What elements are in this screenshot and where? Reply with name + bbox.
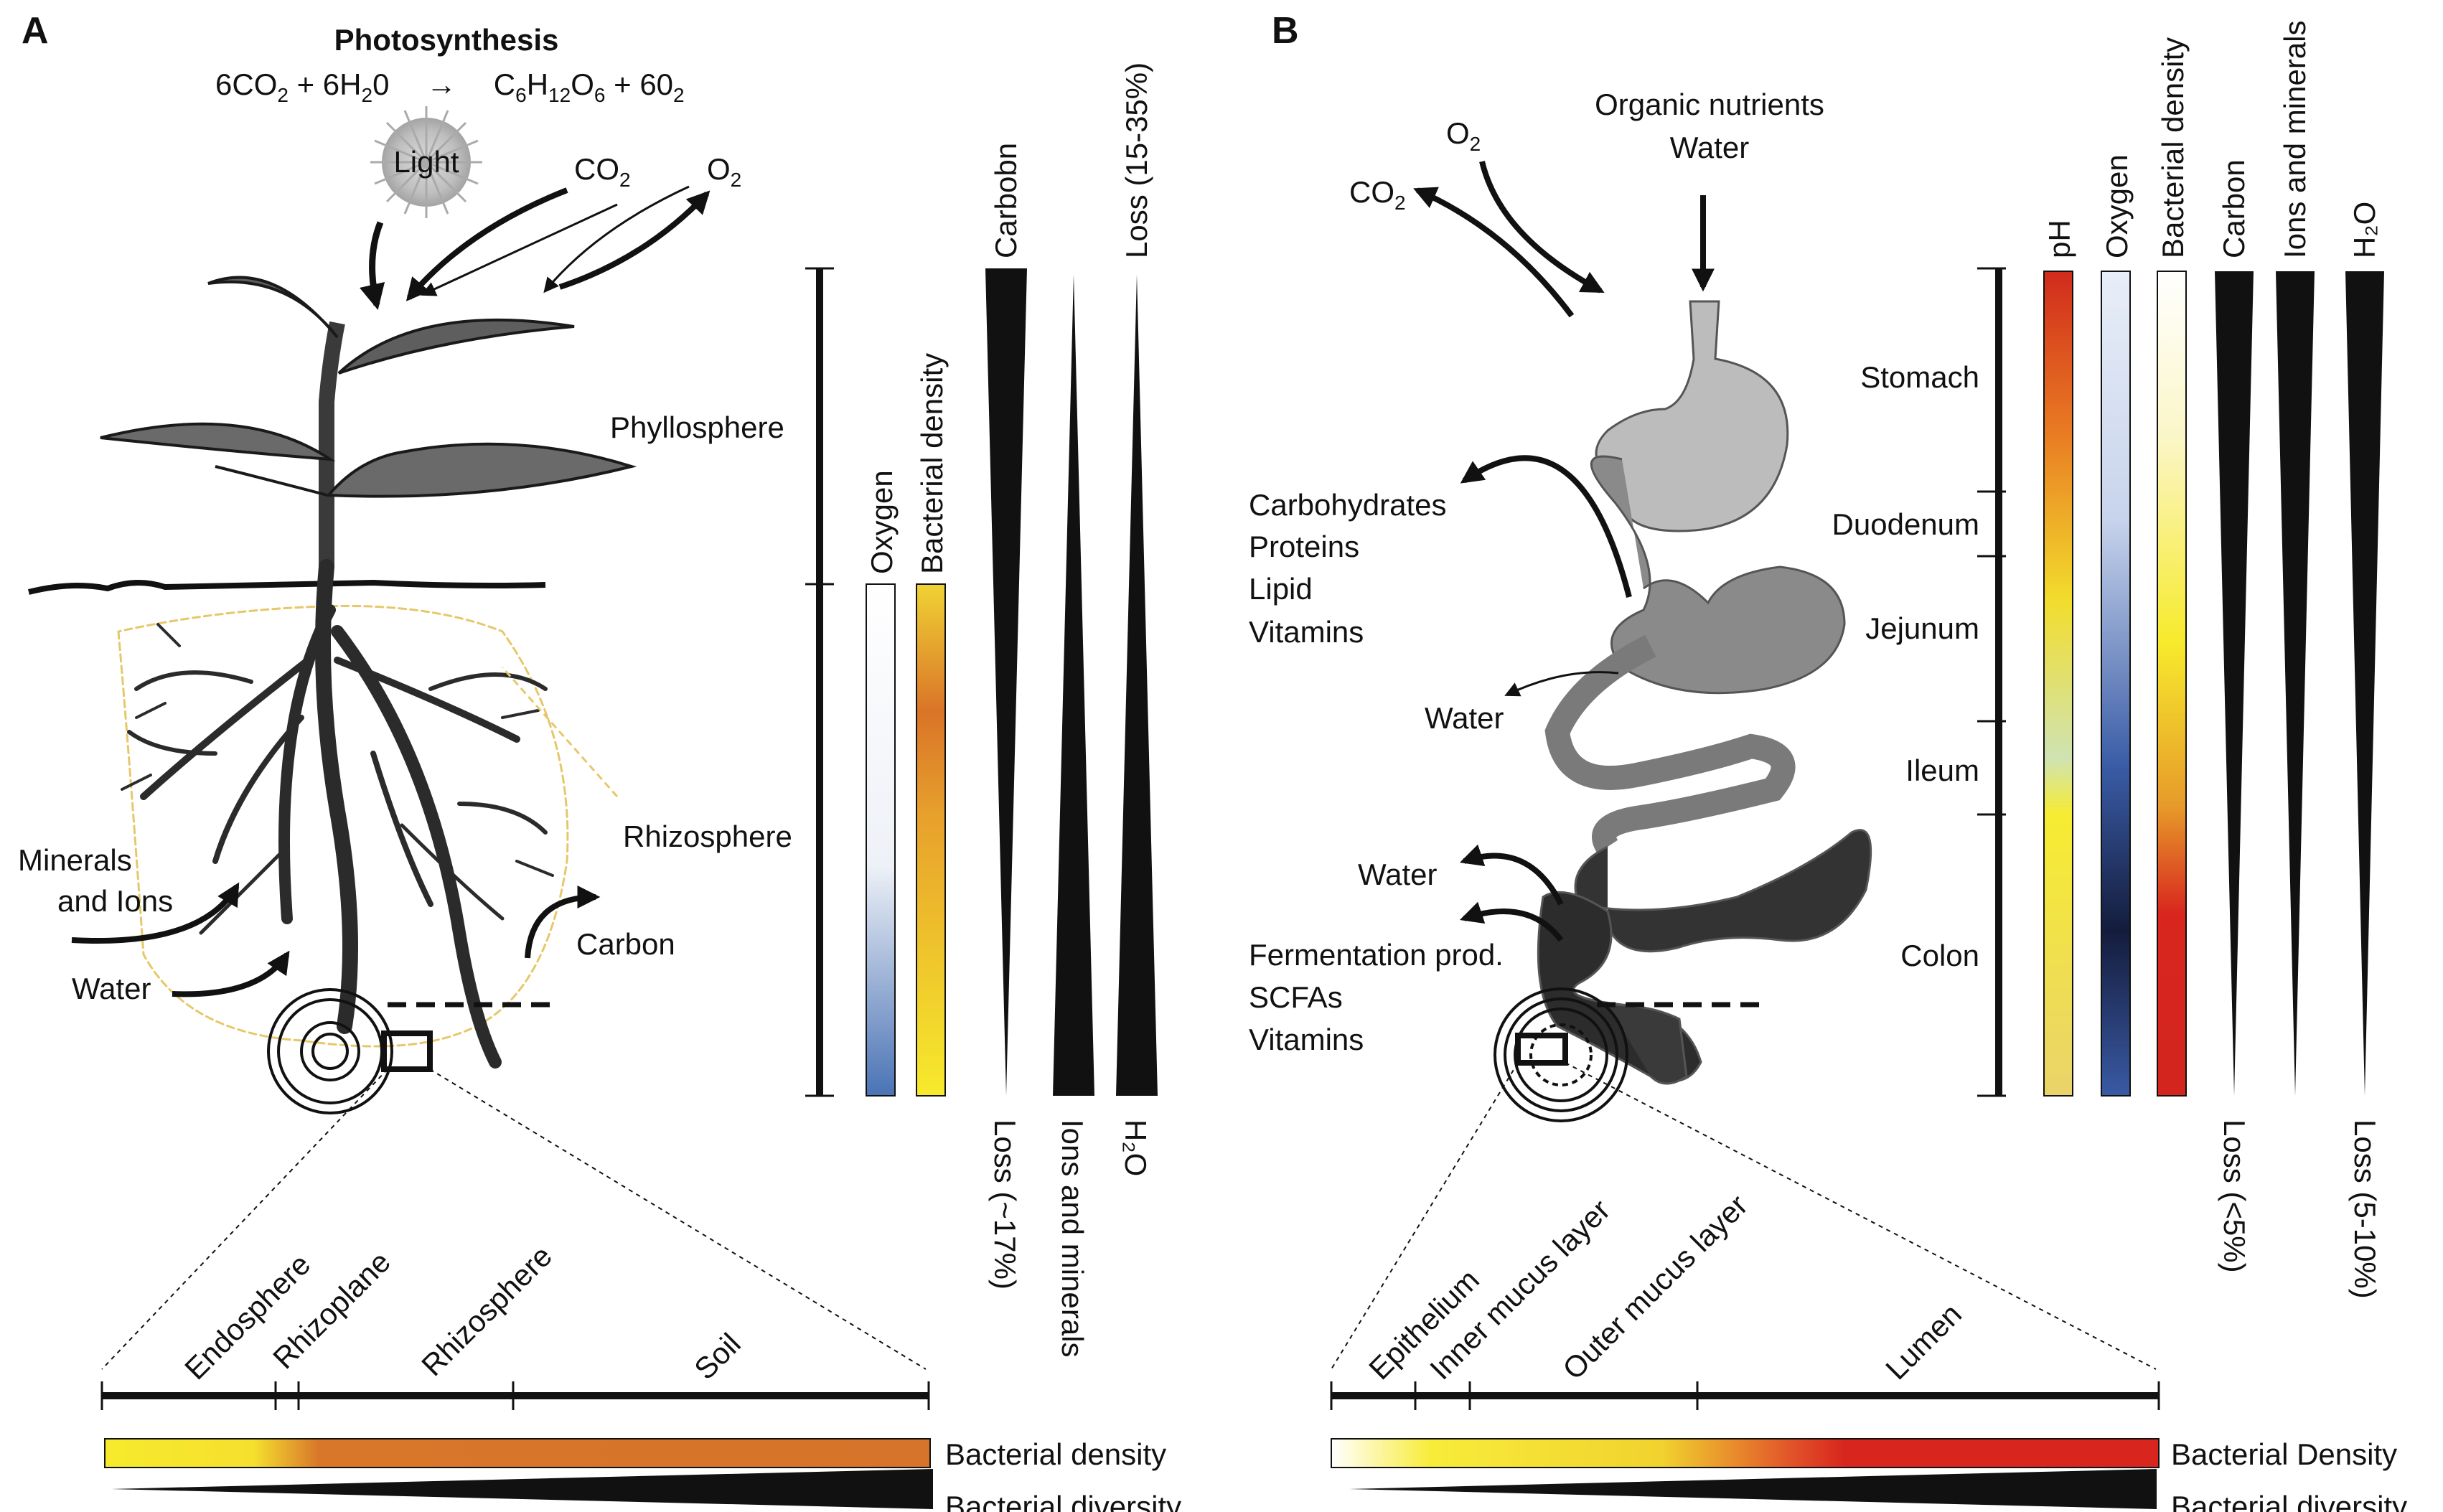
gut-carbon-wedge: [2215, 271, 2254, 1096]
gi-segment-bar: [1977, 267, 2006, 1097]
fermentation-label: Fermentation prod.: [1249, 938, 1504, 972]
organic-water-label: Water: [1670, 131, 1749, 164]
root-cross-section: [101, 988, 927, 1370]
segment-jejunum: Jejunum: [1865, 611, 1979, 645]
gut-oxygen-gradient-bar: [2101, 271, 2131, 1097]
soil-surface-line: [28, 579, 546, 595]
gut-o2-label: O2: [1446, 116, 1481, 155]
root-diversity-wedge: [111, 1469, 933, 1509]
carbon-loss-label: Loss (~17%): [988, 1119, 1022, 1290]
gut-carbon-loss-label: Loss (<5%): [2218, 1119, 2251, 1273]
zone-rhizosphere-label: Rhizosphere: [415, 1239, 558, 1382]
rhizosphere-label: Rhizosphere: [623, 820, 792, 853]
panel-b-letter: B: [1272, 10, 1299, 52]
gut-diversity-wedge: [1349, 1469, 2157, 1509]
segment-ileum: Ileum: [1905, 753, 1979, 787]
gut-wall-scale: [1330, 1381, 2160, 1410]
panel-b: B O2 CO2 Organic nutrients Water Carbohy…: [1249, 10, 2407, 1512]
zone-lumen-label: Lumen: [1879, 1297, 1968, 1386]
ph-bar-label: pH: [2043, 220, 2076, 258]
panel-a: A Photosynthesis 6CO2 + 6H20 → C6H12O6 +…: [18, 10, 1181, 1512]
gut-density-label: Bacterial Density: [2171, 1437, 2397, 1471]
phyllosphere-label: Phyllosphere: [610, 410, 784, 444]
segment-colon: Colon: [1900, 939, 1979, 972]
gut-diversity-label: Bacterial diversity: [2171, 1490, 2407, 1512]
leaf-o2-label: O2: [707, 152, 741, 191]
gut-water-wedge: [2345, 271, 2384, 1096]
gut-oxygen-bar-label: Oxygen: [2100, 154, 2134, 258]
bacterial-density-bar-label: Bacterial density: [915, 353, 949, 574]
gi-tract-illustration: [1537, 300, 1872, 1085]
gas-exchange-arrows: [359, 185, 711, 311]
root-zone-scale: [100, 1381, 930, 1410]
panel-a-letter: A: [22, 10, 49, 52]
absorbed-carbohydrates: Carbohydrates: [1249, 488, 1446, 522]
photosynthesis-title: Photosynthesis: [334, 23, 559, 57]
gut-absorption-arrows: [1459, 455, 1632, 942]
carbon-label: Carbon: [576, 927, 675, 961]
scfas-label: SCFAs: [1249, 980, 1343, 1014]
water-wedge: [1116, 274, 1158, 1096]
gut-bacterial-density-gradient-bar: [2157, 271, 2187, 1097]
segment-stomach: Stomach: [1860, 360, 1979, 394]
oxygen-bar-label: Oxygen: [865, 470, 899, 574]
gut-ions-wedge: [2276, 271, 2315, 1096]
absorbed-vitamins: Vitamins: [1249, 615, 1364, 649]
ph-gradient-bar: [2043, 271, 2073, 1097]
rhizosphere-pointer: [501, 667, 619, 797]
absorbed-proteins: Proteins: [1249, 530, 1359, 563]
leaf-co2-label: CO2: [574, 152, 631, 191]
zone-soil-label: Soil: [688, 1327, 747, 1386]
fermentation-vitamins-label: Vitamins: [1249, 1023, 1364, 1056]
ions-minerals-label: Ions and minerals: [1056, 1119, 1089, 1358]
segment-duodenum: Duodenum: [1832, 507, 1979, 541]
light-label: Light: [393, 145, 459, 179]
gut-cross-section: [1331, 987, 2157, 1370]
bacterial-density-gradient-bar: [916, 583, 946, 1097]
carbon-wedge-label: Carbobn: [989, 143, 1023, 258]
root-system-illustration: [117, 559, 569, 1069]
gut-co2-label: CO2: [1349, 175, 1406, 214]
ions-minerals-wedge: [1053, 274, 1094, 1096]
plant-shoot-illustration: [100, 276, 637, 567]
oxygen-gradient-bar: [866, 583, 896, 1097]
phyllo-rhizo-zone-bar: [805, 267, 834, 1097]
gut-water-label-1: Water: [1425, 701, 1504, 735]
root-density-label: Bacterial density: [945, 1437, 1166, 1471]
gut-ions-label: Ions and minerals: [2278, 20, 2312, 258]
water-label: Water: [72, 972, 151, 1005]
gut-carbon-label: Carbon: [2217, 159, 2251, 258]
gut-density-gradient-bar: [1331, 1438, 2160, 1468]
carbon-wedge: [985, 268, 1027, 1096]
gut-bacterial-density-bar-label: Bacterial density: [2156, 37, 2190, 258]
gut-gas-arrows: [1413, 161, 1715, 318]
sun-icon: Light: [370, 106, 482, 218]
gut-water-loss-label: Loss (5-10%): [2348, 1119, 2382, 1299]
gut-h2o-label: H₂O: [2348, 202, 2381, 258]
gut-water-label-2: Water: [1358, 858, 1437, 891]
water-loss-label: Loss (15-35%): [1120, 62, 1153, 258]
minerals-label-line1: Minerals: [18, 843, 132, 877]
root-diversity-label: Bacterial diversity: [945, 1490, 1181, 1512]
photosynthesis-equation: 6CO2 + 6H20 → C6H12O6 + 602: [215, 67, 685, 106]
organic-nutrients-label: Organic nutrients: [1595, 88, 1824, 121]
root-density-gradient-bar: [104, 1438, 931, 1468]
minerals-label-line2: and Ions: [57, 884, 173, 918]
root-flux-arrows: [71, 882, 601, 997]
water-label-h2o: H₂O: [1119, 1119, 1153, 1176]
absorbed-lipid: Lipid: [1249, 572, 1313, 606]
